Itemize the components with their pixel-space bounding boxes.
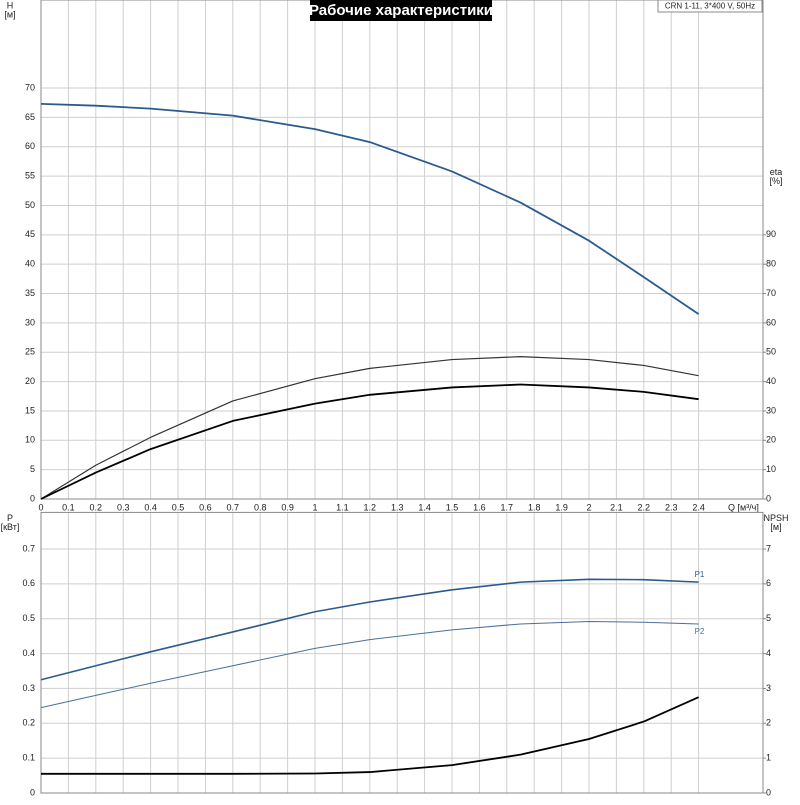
y-tick-label: 70 <box>25 82 35 92</box>
y2-tick-label: 3 <box>766 683 771 693</box>
y2-tick-label: 70 <box>766 288 776 298</box>
x-tick-label: 2.2 <box>638 502 651 512</box>
series-label: P2 <box>695 627 705 636</box>
y2-tick-label: 0 <box>766 493 771 503</box>
x-axis-label: Q [м³/ч] <box>728 502 759 512</box>
x-tick-label: 0.4 <box>144 502 157 512</box>
y2-axis-label: NPSH <box>763 513 788 523</box>
y-tick-label: 0.3 <box>22 683 35 693</box>
y-axis-label: [м] <box>4 9 15 19</box>
y2-tick-label: 5 <box>766 613 771 623</box>
curve <box>40 578 699 681</box>
y-tick-label: 60 <box>25 141 35 151</box>
y-axis-label: P <box>7 513 13 523</box>
y-tick-label: 0.4 <box>22 648 35 658</box>
y-tick-label: 30 <box>25 317 35 327</box>
y-tick-label: 35 <box>25 288 35 298</box>
chart-title: Рабочие характеристики <box>309 2 493 19</box>
curve <box>40 621 699 709</box>
x-tick-label: 1 <box>312 502 317 512</box>
y-tick-label: 0.1 <box>22 753 35 763</box>
x-tick-label: 0.7 <box>227 502 240 512</box>
y2-axis-label: [%] <box>769 176 782 186</box>
y2-tick-label: 10 <box>766 464 776 474</box>
plot-frame <box>40 511 764 794</box>
x-tick-label: 1.2 <box>364 502 377 512</box>
y-tick-label: 20 <box>25 376 35 386</box>
x-tick-label: 0 <box>38 502 43 512</box>
x-tick-label: 1.3 <box>391 502 404 512</box>
y-tick-label: 45 <box>25 229 35 239</box>
x-tick-label: 0.6 <box>199 502 212 512</box>
curve <box>40 356 699 500</box>
x-tick-label: 2.3 <box>665 502 678 512</box>
y-tick-label: 50 <box>25 200 35 210</box>
y-tick-label: 55 <box>25 170 35 180</box>
x-tick-label: 0.3 <box>117 502 130 512</box>
y2-tick-label: 20 <box>766 435 776 445</box>
x-tick-label: 0.8 <box>254 502 267 512</box>
y2-axis-label: [м] <box>770 522 781 532</box>
y-tick-label: 5 <box>30 464 35 474</box>
y-tick-label: 0 <box>30 787 35 797</box>
x-tick-label: 0.9 <box>281 502 294 512</box>
y2-axis-label: eta <box>770 167 783 177</box>
y-tick-label: 65 <box>25 112 35 122</box>
x-tick-label: 0.2 <box>90 502 103 512</box>
x-tick-label: 2.1 <box>610 502 623 512</box>
y-tick-label: 0.2 <box>22 718 35 728</box>
y-axis-label: H <box>7 0 14 10</box>
x-tick-label: 1.8 <box>528 502 541 512</box>
curve <box>40 383 699 500</box>
x-tick-label: 2.4 <box>692 502 705 512</box>
y2-tick-label: 7 <box>766 543 771 553</box>
x-tick-label: 0.5 <box>172 502 185 512</box>
x-tick-label: 2 <box>586 502 591 512</box>
y-tick-label: 15 <box>25 405 35 415</box>
y-tick-label: 40 <box>25 259 35 269</box>
y2-tick-label: 2 <box>766 718 771 728</box>
x-tick-label: 1.6 <box>473 502 486 512</box>
series-label: P1 <box>695 570 705 579</box>
y2-tick-label: 40 <box>766 376 776 386</box>
y2-tick-label: 4 <box>766 648 771 658</box>
y-tick-label: 10 <box>25 435 35 445</box>
y-tick-label: 0.5 <box>22 613 35 623</box>
x-tick-label: 0.1 <box>62 502 75 512</box>
y2-tick-label: 1 <box>766 753 771 763</box>
y2-tick-label: 30 <box>766 405 776 415</box>
y2-tick-label: 80 <box>766 259 776 269</box>
y-tick-label: 0.7 <box>22 543 35 553</box>
y2-tick-label: 6 <box>766 578 771 588</box>
y-tick-label: 0.6 <box>22 578 35 588</box>
x-tick-label: 1.5 <box>446 502 459 512</box>
x-tick-label: 1.9 <box>555 502 568 512</box>
y2-tick-label: 0 <box>766 787 771 797</box>
x-tick-label: 1.7 <box>501 502 514 512</box>
curve <box>41 696 699 775</box>
y2-tick-label: 60 <box>766 317 776 327</box>
curve <box>40 103 700 315</box>
title-box <box>310 0 492 21</box>
y2-tick-label: 50 <box>766 347 776 357</box>
annotation-box <box>657 0 763 13</box>
y2-tick-label: 90 <box>766 229 776 239</box>
y-axis-label: [кВт] <box>1 522 20 532</box>
plot-frame <box>40 0 764 500</box>
y-tick-label: 0 <box>30 493 35 503</box>
x-tick-label: 1.1 <box>336 502 349 512</box>
annotation: CRN 1-11, 3*400 V, 50Hz <box>665 2 755 11</box>
x-tick-label: 1.4 <box>418 502 431 512</box>
y-tick-label: 25 <box>25 347 35 357</box>
